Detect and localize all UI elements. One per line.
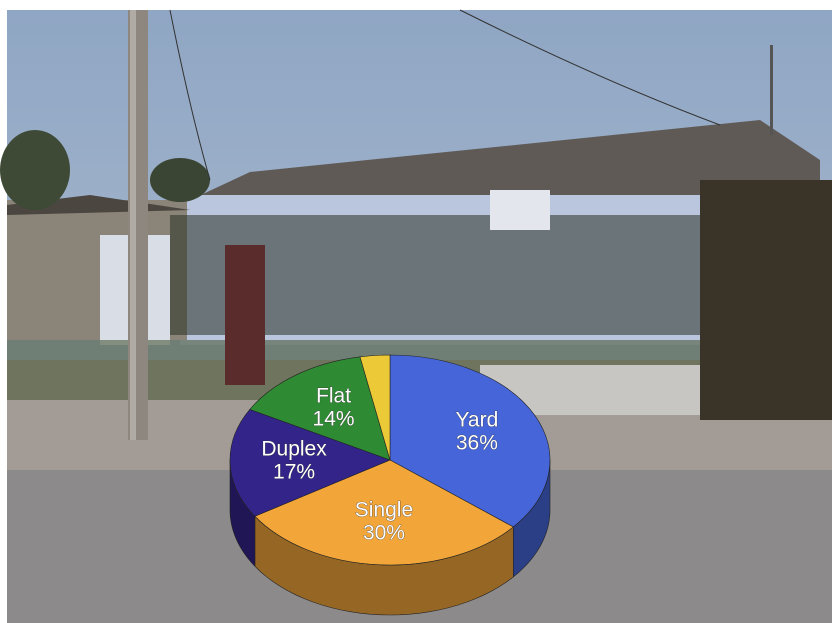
value-label: 36% (456, 432, 498, 455)
value-label: 30% (363, 521, 405, 544)
slice-label: Duplex (261, 438, 327, 461)
slice (254, 459, 514, 566)
slice-label: Flat (316, 385, 351, 408)
slice-label: Yard (455, 409, 498, 432)
slice (389, 354, 551, 528)
slice (229, 409, 391, 517)
slice-label: Single (355, 498, 413, 521)
slice (249, 356, 391, 461)
value-label: 17% (273, 461, 315, 484)
slice (359, 354, 391, 461)
value-label: 14% (313, 408, 355, 431)
